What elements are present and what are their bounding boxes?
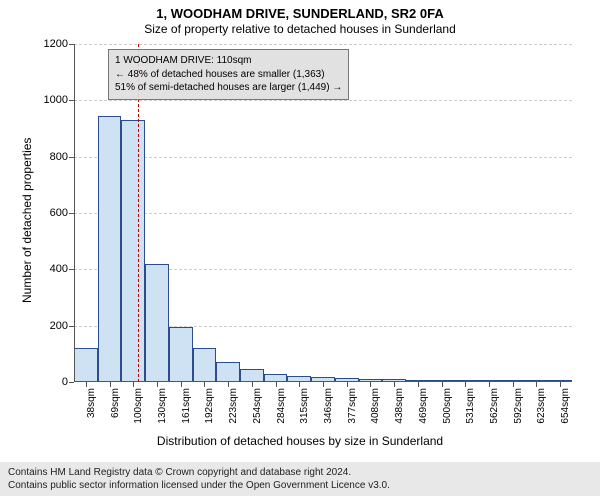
x-tick-label: 531sqm xyxy=(465,388,476,424)
x-tick-mark xyxy=(489,382,490,387)
x-tick-mark xyxy=(86,382,87,387)
x-tick-label: 254sqm xyxy=(252,388,263,424)
x-tick-label: 223sqm xyxy=(228,388,239,424)
histogram-bar xyxy=(121,120,145,382)
y-tick-mark xyxy=(69,44,74,45)
histogram-bar xyxy=(145,264,169,382)
attribution-footer: Contains HM Land Registry data © Crown c… xyxy=(0,462,600,496)
histogram-bar xyxy=(216,362,240,382)
x-tick-label: 438sqm xyxy=(394,388,405,424)
page-title: 1, WOODHAM DRIVE, SUNDERLAND, SR2 0FA xyxy=(0,6,600,21)
x-tick-label: 38sqm xyxy=(86,388,97,418)
x-tick-mark xyxy=(110,382,111,387)
x-tick-mark xyxy=(181,382,182,387)
x-tick-mark xyxy=(465,382,466,387)
x-tick-mark xyxy=(560,382,561,387)
y-tick-mark xyxy=(69,100,74,101)
histogram-bar xyxy=(169,327,193,382)
x-axis-label: Distribution of detached houses by size … xyxy=(0,434,600,448)
x-tick-label: 192sqm xyxy=(204,388,215,424)
x-tick-mark xyxy=(370,382,371,387)
x-tick-mark xyxy=(536,382,537,387)
x-tick-mark xyxy=(157,382,158,387)
x-tick-label: 346sqm xyxy=(323,388,334,424)
x-tick-mark xyxy=(442,382,443,387)
x-tick-mark xyxy=(204,382,205,387)
histogram-bar xyxy=(74,348,98,382)
x-tick-mark xyxy=(133,382,134,387)
x-tick-label: 377sqm xyxy=(347,388,358,424)
annotation-line: ← 48% of detached houses are smaller (1,… xyxy=(115,68,342,82)
x-tick-label: 315sqm xyxy=(299,388,310,424)
x-tick-label: 161sqm xyxy=(181,388,192,424)
x-tick-mark xyxy=(252,382,253,387)
attribution-line: Contains public sector information licen… xyxy=(8,479,592,492)
y-axis-label: Number of detached properties xyxy=(20,138,34,303)
y-tick-mark xyxy=(69,269,74,270)
histogram-bar xyxy=(193,348,217,382)
x-tick-mark xyxy=(299,382,300,387)
x-tick-mark xyxy=(418,382,419,387)
x-tick-label: 623sqm xyxy=(536,388,547,424)
page-subtitle: Size of property relative to detached ho… xyxy=(0,22,600,36)
y-tick-mark xyxy=(69,326,74,327)
x-tick-mark xyxy=(228,382,229,387)
x-tick-mark xyxy=(513,382,514,387)
y-tick-mark xyxy=(69,213,74,214)
x-tick-label: 562sqm xyxy=(489,388,500,424)
histogram-bar xyxy=(98,116,122,382)
x-tick-label: 284sqm xyxy=(276,388,287,424)
y-tick-mark xyxy=(69,382,74,383)
y-axis-line xyxy=(74,44,75,382)
x-tick-label: 408sqm xyxy=(370,388,381,424)
x-tick-label: 500sqm xyxy=(442,388,453,424)
x-tick-label: 69sqm xyxy=(110,388,121,418)
x-tick-mark xyxy=(394,382,395,387)
x-tick-label: 654sqm xyxy=(560,388,571,424)
annotation-line: 1 WOODHAM DRIVE: 110sqm xyxy=(115,54,342,68)
x-tick-mark xyxy=(276,382,277,387)
annotation-line: 51% of semi-detached houses are larger (… xyxy=(115,81,342,95)
x-tick-label: 469sqm xyxy=(418,388,429,424)
y-tick-mark xyxy=(69,157,74,158)
x-tick-label: 592sqm xyxy=(513,388,524,424)
property-annotation-box: 1 WOODHAM DRIVE: 110sqm ← 48% of detache… xyxy=(108,49,349,100)
x-tick-label: 100sqm xyxy=(133,388,144,424)
x-tick-label: 130sqm xyxy=(157,388,168,424)
x-tick-mark xyxy=(323,382,324,387)
attribution-line: Contains HM Land Registry data © Crown c… xyxy=(8,466,592,479)
x-tick-mark xyxy=(347,382,348,387)
